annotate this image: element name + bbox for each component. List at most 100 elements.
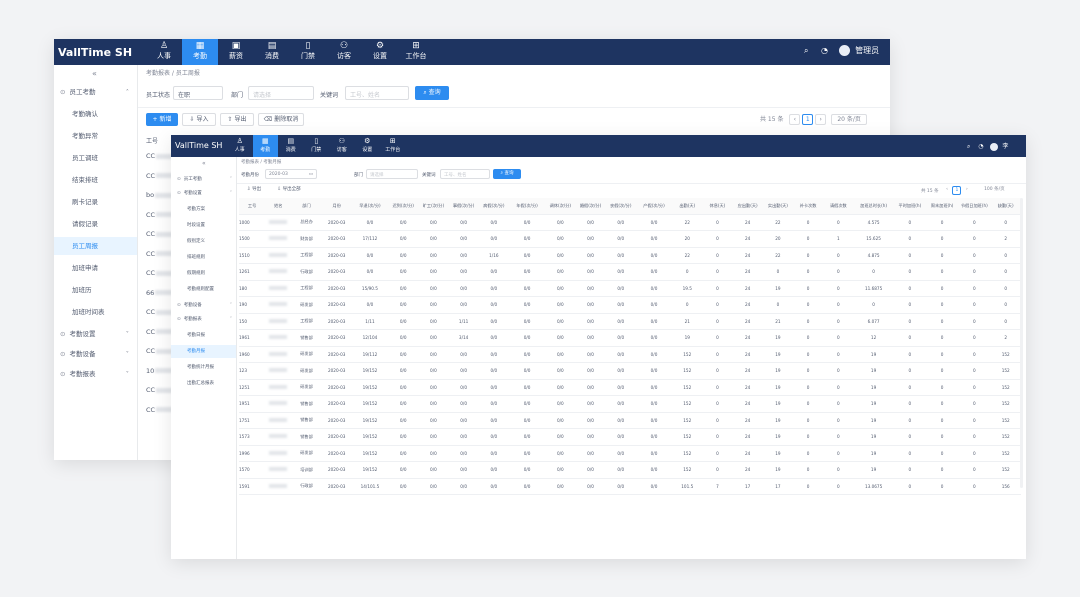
- back-sidebar-item-13[interactable]: ⊙ 考勤报表 ˅: [54, 365, 137, 383]
- column-header[interactable]: 周末加班(h): [925, 198, 959, 215]
- month-picker[interactable]: 2020-03 ▭: [265, 169, 317, 179]
- table-row[interactable]: CC: [146, 211, 186, 219]
- prev-page-button[interactable]: ‹: [943, 186, 952, 195]
- column-header[interactable]: 出勤(天): [672, 198, 703, 215]
- table-row[interactable]: 1960 研发部 2020-03 19/112 0/0 0/0 0/0 0/0 0/0 0/0 0/…: [239, 346, 1021, 363]
- front-sidebar-item-4[interactable]: 假别定义: [171, 235, 236, 248]
- table-row[interactable]: 123 研发部 2020-03 19/152 0/0 0/0 0/0 0/0 0/0 0/0 0/0…: [239, 362, 1021, 380]
- back-sidebar-item-9[interactable]: 加班历: [54, 281, 137, 299]
- table-row[interactable]: 1951 销售部 2020-03 19/152 0/0 0/0 0/0 0/0 0/0 0/0 0/…: [239, 395, 1021, 413]
- column-header[interactable]: 事假(次/分): [448, 198, 479, 215]
- front-sidebar-item-10[interactable]: 考勤日报: [171, 329, 236, 342]
- table-row[interactable]: CC: [146, 172, 186, 180]
- table-row[interactable]: 1591 行政部 2020-03 14/101.5 0/0 0/0 0/0 0/0 0/0 0/0…: [239, 478, 1021, 495]
- front-sidebar-item-2[interactable]: 考勤方案: [171, 203, 236, 216]
- front-sidebar-item-1[interactable]: ⊙ 考勤设置 ˅: [171, 187, 236, 200]
- column-header[interactable]: 应出勤(天): [732, 198, 763, 215]
- column-header[interactable]: 节假日加班(h): [958, 198, 991, 215]
- export-all-button[interactable]: ⇩ 导出全部: [271, 186, 307, 195]
- table-row[interactable]: 1961 销售部 2020-03 12/104 0/0 0/0 3/14 0/0 0/0 0/0 0…: [239, 329, 1021, 347]
- export-button[interactable]: ⇧ 导出: [220, 113, 254, 126]
- department-select[interactable]: 请选择: [248, 86, 314, 100]
- search-button[interactable]: ⌕ 查询: [415, 86, 449, 100]
- table-row[interactable]: 1751 销售部 2020-03 19/152 0/0 0/0 0/0 0/0 0/0 0/0 0/…: [239, 412, 1021, 429]
- column-header[interactable]: 实出勤(天): [762, 198, 794, 215]
- column-header[interactable]: 补卡次数: [793, 198, 824, 215]
- table-row[interactable]: 1996 研发部 2020-03 19/152 0/0 0/0 0/0 0/0 0/0 0/0 0/…: [239, 445, 1021, 462]
- column-header[interactable]: 婚假(次/分): [575, 198, 606, 215]
- collapse-icon[interactable]: «: [202, 160, 206, 167]
- back-sidebar-item-4[interactable]: 结束排班: [54, 171, 137, 189]
- page-number[interactable]: 1: [802, 114, 814, 125]
- back-sidebar-item-5[interactable]: 刷卡记录: [54, 193, 137, 211]
- table-row[interactable]: 1000 总经办 2020-03 0/0 0/0 0/0 0/0 0/0 0/0 0/0 0/0 0/…: [239, 214, 1021, 231]
- back-sidebar-item-11[interactable]: ⊙ 考勤设置 ˅: [54, 325, 137, 343]
- column-header[interactable]: 姓名: [265, 198, 292, 215]
- table-row[interactable]: bo: [146, 191, 186, 199]
- back-nav-visitor[interactable]: ⚇ 访客: [326, 39, 362, 65]
- back-sidebar-item-12[interactable]: ⊙ 考勤设备 ˅: [54, 345, 137, 363]
- column-header[interactable]: 旷工(次/分): [418, 198, 449, 215]
- back-nav-person[interactable]: ♙ 人事: [146, 39, 182, 65]
- front-sidebar-item-0[interactable]: ⊙ 员工考勤 ˅: [171, 173, 236, 186]
- back-sidebar-item-7[interactable]: 员工周报: [54, 237, 137, 255]
- avatar[interactable]: [838, 45, 850, 56]
- back-nav-calendar[interactable]: ▦ 考勤: [182, 39, 218, 65]
- search-button[interactable]: ⌕ 查询: [493, 169, 521, 179]
- front-nav-person[interactable]: ♙ 人事: [227, 135, 253, 157]
- table-row[interactable]: 150 工程部 2020-03 1/11 0/0 0/0 1/11 0/0 0/0 0/0 0/0 0…: [239, 313, 1021, 330]
- table-row[interactable]: 10: [146, 367, 186, 375]
- vertical-scrollbar[interactable]: [1020, 198, 1023, 488]
- table-row[interactable]: CC: [146, 269, 186, 277]
- table-row[interactable]: CC: [146, 386, 186, 394]
- table-row[interactable]: 66: [146, 289, 186, 297]
- search-icon[interactable]: ⌕: [804, 46, 809, 55]
- collapse-icon[interactable]: «: [92, 69, 97, 78]
- back-nav-wallet[interactable]: ▣ 薪资: [218, 39, 254, 65]
- front-sidebar-item-7[interactable]: 考勤规则配置: [171, 283, 236, 296]
- front-nav-grid[interactable]: ⊞ 工作台: [380, 135, 406, 157]
- column-header[interactable]: 缺勤(天): [990, 198, 1021, 215]
- user-name[interactable]: 李: [1002, 143, 1009, 150]
- front-sidebar-item-13[interactable]: 出勤汇总报表: [171, 377, 236, 390]
- back-sidebar-item-2[interactable]: 考勤异常: [54, 127, 137, 145]
- table-row[interactable]: 1500 财务部 2020-03 17/112 0/0 0/0 0/0 0/0 0/0 0/0 0/…: [239, 230, 1021, 248]
- keyword-input[interactable]: 工号、姓名: [440, 169, 490, 179]
- search-icon[interactable]: ⌕: [967, 143, 971, 150]
- table-row[interactable]: CC: [146, 152, 186, 160]
- column-header[interactable]: 丧假(次/分): [605, 198, 636, 215]
- column-header[interactable]: 平时加班(h): [893, 198, 926, 215]
- table-row[interactable]: CC: [146, 250, 186, 258]
- table-row[interactable]: CC: [146, 406, 186, 414]
- page-size-select[interactable]: 20 条/页: [831, 114, 868, 125]
- back-nav-grid[interactable]: ⊞ 工作台: [398, 39, 434, 65]
- column-header[interactable]: 加班总时长(h): [853, 198, 894, 215]
- table-row[interactable]: CC: [146, 347, 186, 355]
- column-header[interactable]: 早退(次/分): [351, 198, 389, 215]
- front-sidebar-item-11[interactable]: 考勤月报: [171, 345, 236, 358]
- table-row[interactable]: 1570 培训部 2020-03 19/152 0/0 0/0 0/0 0/0 0/0 0/0 0/…: [239, 461, 1021, 479]
- column-header[interactable]: 部门: [291, 198, 322, 215]
- bell-icon[interactable]: ◔: [821, 46, 829, 55]
- table-row[interactable]: CC: [146, 230, 186, 238]
- table-row[interactable]: 1573 销售部 2020-03 19/152 0/0 0/0 0/0 0/0 0/0 0/0 0/…: [239, 428, 1021, 446]
- next-page-button[interactable]: ›: [815, 114, 827, 125]
- front-nav-receipt[interactable]: ▤ 消费: [278, 135, 304, 157]
- page-size-select[interactable]: 100 条/页: [978, 186, 1011, 195]
- front-nav-gear[interactable]: ⚙ 设置: [355, 135, 381, 157]
- front-sidebar-item-5[interactable]: 排班规则: [171, 251, 236, 264]
- back-sidebar-item-1[interactable]: 考勤确认: [54, 105, 137, 123]
- column-header[interactable]: 迟到(次/分): [388, 198, 419, 215]
- front-sidebar-item-9[interactable]: ⊙ 考勤报表 ˅: [171, 313, 236, 326]
- back-nav-gear[interactable]: ⚙ 设置: [362, 39, 398, 65]
- next-page-button[interactable]: ›: [962, 186, 971, 195]
- column-header[interactable]: 调休(次/分): [545, 198, 576, 215]
- table-row[interactable]: 180 工程部 2020-03 15/90.5 0/0 0/0 0/0 0/0 0/0 0/0 0/…: [239, 280, 1021, 297]
- avatar[interactable]: [990, 142, 999, 151]
- front-sidebar-item-6[interactable]: 假期规则: [171, 267, 236, 280]
- department-select[interactable]: 请选择: [366, 169, 418, 179]
- page-number[interactable]: 1: [952, 186, 962, 195]
- back-sidebar-item-6[interactable]: 请假记录: [54, 215, 137, 233]
- front-sidebar-item-12[interactable]: 考勤统计月报: [171, 361, 236, 374]
- back-nav-receipt[interactable]: ▤ 消费: [254, 39, 290, 65]
